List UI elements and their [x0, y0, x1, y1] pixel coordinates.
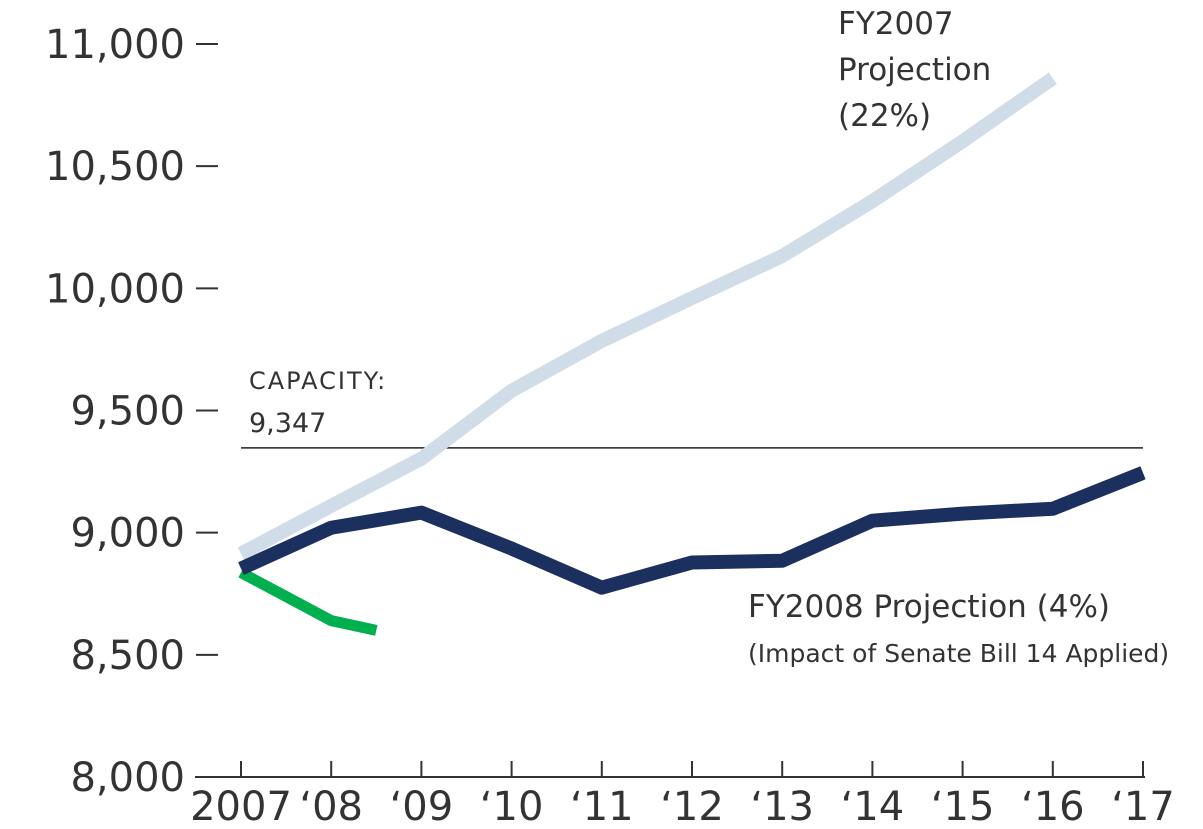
series-note: (Impact of Senate Bill 14 Applied): [748, 639, 1169, 668]
series-line: [237, 72, 1057, 560]
y-tick-label: 8,500: [70, 633, 185, 679]
series-label: FY2008 Projection (4%): [748, 589, 1110, 625]
capacity-value: 9,347: [249, 408, 326, 439]
y-tick-label: 10,000: [45, 266, 185, 312]
x-tick-label: 2007: [190, 784, 292, 829]
y-tick-label: 9,000: [70, 511, 185, 557]
capacity-label: CAPACITY:: [249, 367, 387, 395]
y-tick-label: 8,000: [70, 755, 185, 801]
x-tick-label: ‘15: [931, 784, 995, 829]
x-tick-label: ‘12: [660, 784, 724, 829]
series-label: FY2007 Projection (22%): [838, 6, 991, 134]
series-label-line: (22%): [838, 98, 931, 134]
series-line: [238, 567, 378, 636]
series-label-line: Projection: [838, 52, 991, 88]
y-tick-label: 9,500: [70, 389, 185, 435]
x-tick-label: ‘17: [1111, 784, 1175, 829]
x-tick-label: ‘10: [480, 784, 544, 829]
x-tick-label: ‘08: [299, 784, 363, 829]
x-tick-label: ‘16: [1021, 784, 1085, 829]
series-line: [238, 466, 1146, 595]
y-tick-label: 11,000: [45, 22, 185, 68]
x-tick-label: ‘13: [750, 784, 814, 829]
y-tick-label: 10,500: [45, 144, 185, 190]
x-tick-label: ‘11: [570, 784, 634, 829]
x-tick-label: ‘14: [841, 784, 905, 829]
x-tick-label: ‘09: [390, 784, 454, 829]
series-label-line: FY2007: [838, 6, 954, 42]
